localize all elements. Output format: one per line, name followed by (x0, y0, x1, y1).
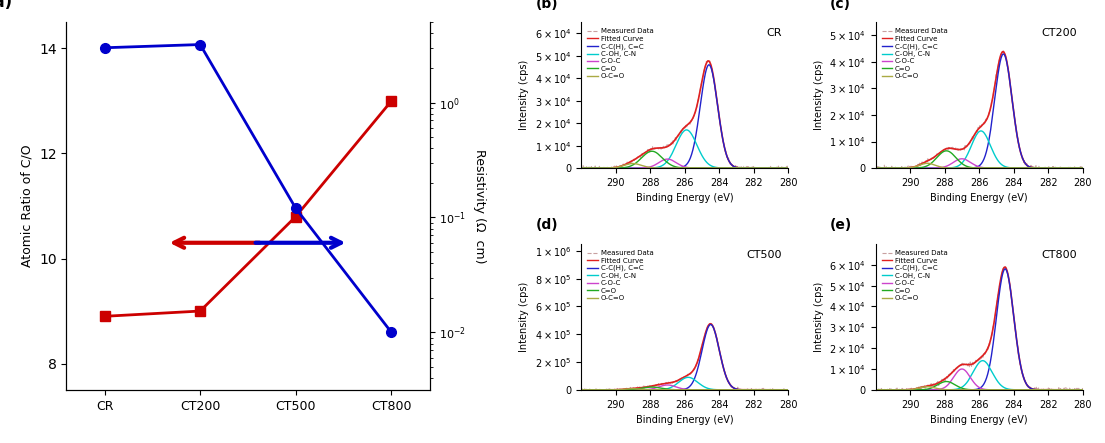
Y-axis label: Atomic Ratio of C/O: Atomic Ratio of C/O (20, 145, 33, 267)
Text: CT800: CT800 (1041, 250, 1076, 260)
Y-axis label: Intensity (cps): Intensity (cps) (813, 282, 823, 352)
Legend: Measured Data, Fitted Curve, C-C(H), C=C, C-OH, C-N, C-O-C, C=O, O-C=O: Measured Data, Fitted Curve, C-C(H), C=C… (878, 26, 950, 82)
Text: CT500: CT500 (747, 250, 782, 260)
X-axis label: Binding Energy (eV): Binding Energy (eV) (930, 193, 1028, 203)
Y-axis label: Intensity (cps): Intensity (cps) (519, 282, 529, 352)
Y-axis label: Intensity (cps): Intensity (cps) (519, 60, 529, 130)
Y-axis label: Intensity (cps): Intensity (cps) (813, 60, 823, 130)
Text: (a): (a) (0, 0, 12, 12)
X-axis label: Binding Energy (eV): Binding Energy (eV) (636, 193, 734, 203)
Text: (c): (c) (830, 0, 851, 11)
Text: (e): (e) (830, 218, 852, 232)
Legend: Measured Data, Fitted Curve, C-C(H), C=C, C-OH, C-N, C-O-C, C=O, O-C=O: Measured Data, Fitted Curve, C-C(H), C=C… (585, 26, 656, 82)
Legend: Measured Data, Fitted Curve, C-C(H), C=C, C-OH, C-N, C-O-C, C=O, O-C=O: Measured Data, Fitted Curve, C-C(H), C=C… (878, 247, 950, 304)
Text: (b): (b) (536, 0, 558, 11)
Y-axis label: Resistivity (Ω  cm): Resistivity (Ω cm) (473, 149, 486, 263)
Text: CR: CR (767, 28, 782, 38)
Text: (d): (d) (536, 218, 558, 232)
Legend: Measured Data, Fitted Curve, C-C(H), C=C, C-OH, C-N, C-O-C, C=O, O-C=O: Measured Data, Fitted Curve, C-C(H), C=C… (585, 247, 656, 304)
X-axis label: Binding Energy (eV): Binding Energy (eV) (636, 415, 734, 425)
Text: CT200: CT200 (1041, 28, 1076, 38)
X-axis label: Binding Energy (eV): Binding Energy (eV) (930, 415, 1028, 425)
